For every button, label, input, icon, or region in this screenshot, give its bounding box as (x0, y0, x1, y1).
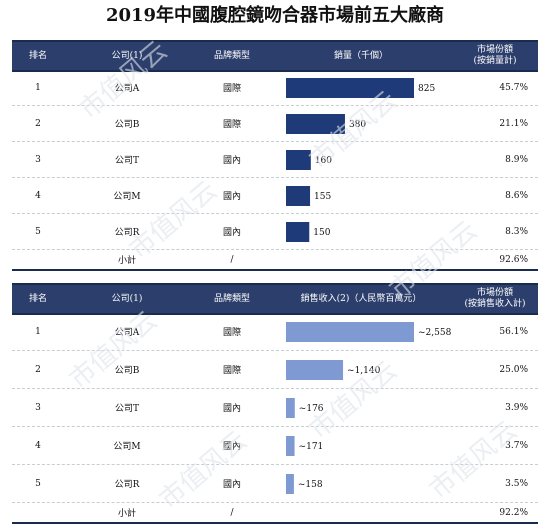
table-row: 2 公司B 國際 25.0% (12, 351, 538, 389)
share-cell: 25.0% (499, 364, 528, 375)
header-cell: 市場份額 (按銷量計) (473, 45, 517, 66)
bar-value-label: 380 (349, 120, 366, 130)
subtotal-value: / (230, 254, 234, 265)
company-cell: 公司R (114, 480, 140, 490)
ranking-table-2: 排名 公司(1) 品牌類型 銷售收入(2)（人民幣百萬元） 市場份額 (按銷售收入計) 1… (12, 283, 538, 524)
bar-value-label: 150 (313, 228, 330, 238)
rank-cell: 2 (35, 118, 41, 129)
share-cell: 8.6% (505, 190, 528, 201)
rank-cell: 3 (35, 154, 41, 165)
subtotal-share: 92.2% (499, 507, 528, 518)
share-cell: 3.7% (505, 440, 528, 451)
share-cell: 45.7% (499, 82, 528, 93)
ranking-table-1: 排名 公司(1) 品牌類型 銷量（千個） 市場份額 (按銷量計) 1 公司A 國際 45.7% 2… (12, 40, 538, 271)
subtotal-value: / (230, 507, 234, 518)
bar-公司M (286, 436, 295, 456)
brand-type-cell: 國內 (222, 192, 241, 202)
bar-公司A (286, 78, 414, 98)
bar-value-label: ~171 (299, 442, 324, 452)
table-row: 4 公司M 國內 3.7% (12, 427, 538, 465)
share-cell: 3.5% (505, 478, 528, 489)
bar-公司T (286, 150, 311, 170)
brand-type-cell: 國際 (222, 120, 241, 130)
table-row: 5 公司R 國內 3.5% (12, 465, 538, 503)
bar-公司T (286, 398, 295, 418)
bar-value-label: 155 (314, 192, 331, 202)
table-row: 1 公司A 國際 56.1% (12, 313, 538, 351)
bar-value-label: ~1,140 (347, 366, 381, 376)
company-cell: 公司B (114, 120, 140, 130)
subtotal-label: 小計 (117, 509, 136, 519)
rank-cell: 1 (35, 82, 41, 93)
bar-公司R (286, 474, 294, 494)
bar-公司A (286, 322, 414, 342)
header-cell: 排名 (28, 293, 47, 304)
company-cell: 公司A (114, 328, 140, 338)
subtotal-row: 小計 / 92.2% (12, 503, 538, 524)
brand-type-cell: 國內 (222, 404, 241, 414)
header-cell: 公司(1) (111, 50, 143, 61)
bar-公司R (286, 222, 310, 242)
brand-type-cell: 國內 (222, 442, 241, 452)
bar-value-label: ~2,558 (418, 328, 452, 338)
rank-cell: 4 (35, 440, 41, 451)
rank-cell: 4 (35, 190, 41, 201)
table-header: 排名 公司(1) 品牌類型 銷售收入(2)（人民幣百萬元） 市場份額 (按銷售收入計) (12, 283, 538, 315)
rank-cell: 1 (35, 326, 41, 337)
share-cell: 3.9% (505, 402, 528, 413)
table-row: 3 公司T 國內 8.9% (12, 142, 538, 178)
bar-chart: ~2,558 ~1,140 ~176 ~171 ~158 (286, 322, 452, 494)
bar-公司M (286, 186, 311, 206)
header-cell: 公司(1) (111, 293, 143, 304)
bar-value-label: ~176 (299, 404, 324, 414)
brand-type-cell: 國內 (222, 480, 241, 490)
brand-type-cell: 國際 (222, 84, 241, 94)
share-cell: 8.9% (505, 154, 528, 165)
header-cell: 市場份額 (按銷售收入計) (464, 288, 526, 309)
brand-type-cell: 國內 (222, 228, 241, 238)
bar-chart: 825 380 160 155 150 (286, 78, 435, 242)
table-header: 排名 公司(1) 品牌類型 銷量（千個） 市場份額 (按銷量計) (12, 40, 538, 72)
subtotal-row: 小計 / 92.6% (12, 250, 538, 271)
header-cell: 銷售收入(2)（人民幣百萬元） (300, 293, 422, 304)
header-cell: 品牌類型 (213, 293, 250, 304)
rank-cell: 3 (35, 402, 41, 413)
table-row: 5 公司R 國內 8.3% (12, 214, 538, 250)
company-cell: 公司T (114, 156, 139, 166)
rank-cell: 5 (35, 478, 41, 489)
share-cell: 8.3% (505, 226, 528, 237)
company-cell: 公司A (114, 84, 140, 94)
bar-value-label: 825 (418, 84, 435, 94)
table-row: 1 公司A 國際 45.7% (12, 70, 538, 106)
rank-cell: 5 (35, 226, 41, 237)
bar-公司B (286, 360, 344, 380)
header-cell: 品牌類型 (213, 50, 250, 61)
bar-公司B (286, 114, 345, 134)
share-cell: 56.1% (499, 326, 528, 337)
brand-type-cell: 國際 (222, 328, 241, 338)
brand-type-cell: 國際 (222, 366, 241, 376)
rank-cell: 2 (35, 364, 41, 375)
company-cell: 公司T (114, 404, 139, 414)
subtotal-share: 92.6% (499, 254, 528, 265)
table-row: 2 公司B 國際 21.1% (12, 106, 538, 142)
header-cell: 銷量（千個） (333, 50, 388, 61)
subtotal-label: 小計 (117, 256, 136, 266)
chart-title: 2019年中國腹腔鏡吻合器市場前五大廠商 (105, 5, 445, 26)
company-cell: 公司M (113, 192, 141, 202)
brand-type-cell: 國內 (222, 156, 241, 166)
company-cell: 公司R (114, 228, 140, 238)
bar-value-label: ~158 (298, 480, 323, 490)
bar-value-label: 160 (315, 156, 332, 166)
header-cell: 排名 (28, 50, 47, 61)
table-row: 4 公司M 國內 8.6% (12, 178, 538, 214)
company-cell: 公司M (113, 442, 141, 452)
share-cell: 21.1% (499, 118, 528, 129)
company-cell: 公司B (114, 366, 140, 376)
table-row: 3 公司T 國內 3.9% (12, 389, 538, 427)
